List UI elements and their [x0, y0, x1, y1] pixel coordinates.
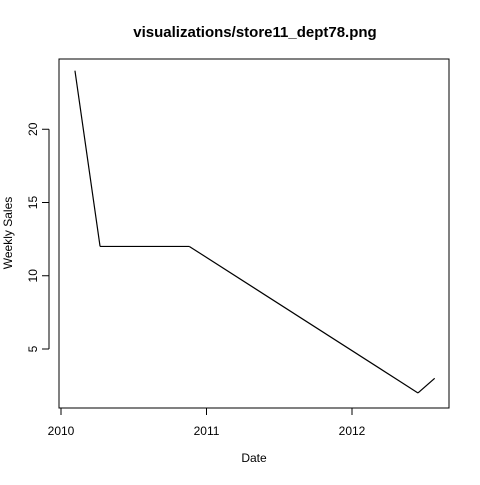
x-axis: 2010 2011 2012 [48, 407, 366, 438]
y-axis: 5 10 15 20 [26, 122, 50, 352]
series-line-segment [189, 245, 419, 394]
y-axis-title: Weekly Sales [1, 197, 15, 269]
x-tick-label: 2011 [194, 424, 220, 438]
series-line-segment [417, 377, 436, 394]
x-tick-label: 2012 [339, 424, 366, 438]
x-tick-label: 2010 [48, 424, 75, 438]
series-line-segment [74, 70, 101, 247]
x-axis-title: Date [241, 451, 267, 465]
series-layer [74, 70, 436, 394]
y-tick-label: 20 [26, 122, 40, 136]
chart-title: visualizations/store11_dept78.png [133, 24, 376, 41]
y-tick-label: 15 [26, 196, 40, 210]
y-tick-label: 10 [26, 269, 40, 283]
y-tick-label: 5 [26, 345, 40, 352]
